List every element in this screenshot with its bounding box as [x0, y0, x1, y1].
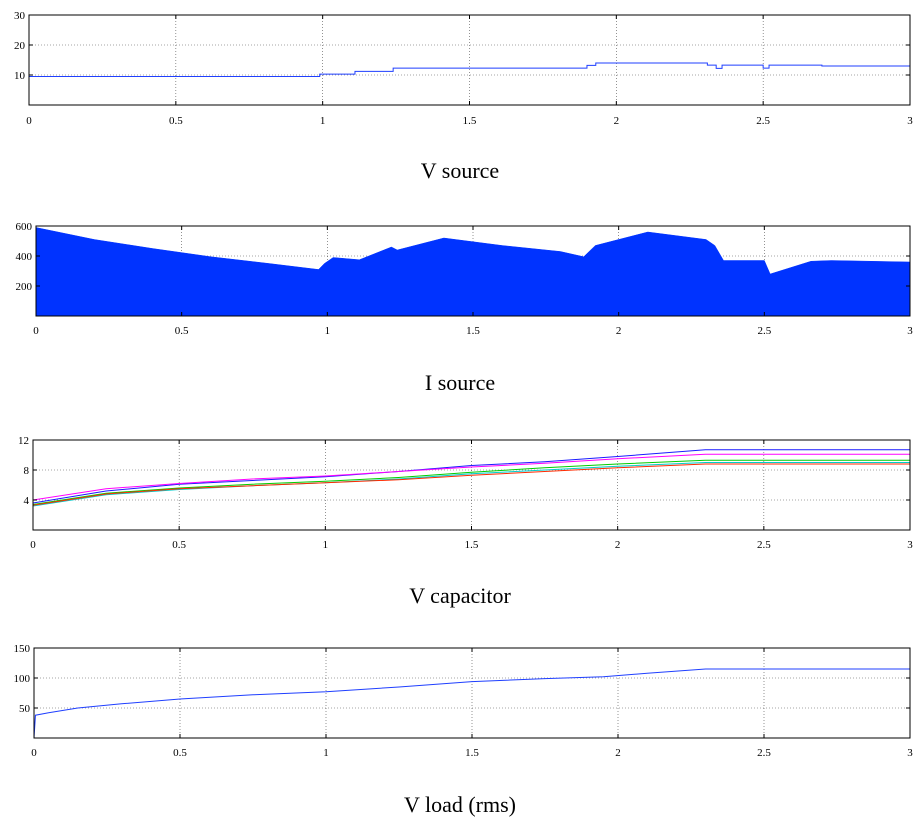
chart-caption: I source	[425, 370, 495, 395]
y-tick-label: 20	[14, 40, 26, 52]
panel-i-source: 0 0.5 1 1.5 2 2.5 3 200 400 600 I source	[16, 221, 913, 395]
x-tick-label: 1.5	[463, 115, 477, 127]
x-tick-label: 2.5	[757, 325, 771, 337]
x-tick-label: 2	[615, 747, 621, 759]
x-tick-label: 1	[320, 115, 326, 127]
y-tick-label: 30	[14, 10, 26, 22]
x-tick-label: 2.5	[757, 747, 771, 759]
series-line-0	[29, 62, 910, 77]
y-tick-label: 150	[14, 643, 31, 655]
x-tick-label: 2	[615, 539, 621, 551]
x-tick-label: 1.5	[465, 539, 479, 551]
x-tick-label: 0	[31, 747, 37, 759]
x-tick-label: 0	[33, 325, 39, 337]
chart-caption: V capacitor	[409, 583, 511, 608]
chart-caption: V source	[421, 158, 499, 183]
series-line-4	[32, 463, 910, 506]
x-tick-label: 3	[907, 747, 913, 759]
x-tick-label: 1	[325, 325, 331, 337]
series-line-1	[32, 453, 910, 501]
x-tick-label: 0.5	[169, 115, 183, 127]
x-tick-label: 1	[323, 747, 329, 759]
y-tick-label: 400	[16, 251, 33, 263]
chart-caption: V load (rms)	[404, 792, 516, 817]
x-tick-label: 0.5	[173, 747, 187, 759]
y-tick-label: 600	[16, 221, 33, 233]
series-line-0	[33, 668, 910, 739]
panel-v-load: 0 0.5 1 1.5 2 2.5 3 50 100 150 V load (rms)	[14, 643, 913, 817]
y-tick-label: 50	[19, 703, 31, 715]
y-tick-label: 8	[24, 465, 30, 477]
x-tick-label: 0	[26, 115, 32, 127]
series-line-3	[32, 462, 910, 507]
x-tick-label: 0.5	[175, 325, 189, 337]
y-tick-label: 100	[14, 673, 31, 685]
y-tick-label: 4	[24, 495, 30, 507]
series-area-0	[35, 227, 911, 317]
x-tick-label: 3	[907, 539, 913, 551]
y-tick-label: 12	[18, 435, 29, 447]
x-tick-label: 1.5	[466, 325, 480, 337]
x-tick-label: 2.5	[756, 115, 770, 127]
series-line-2	[32, 459, 910, 505]
panel-v-source: 0 0.5 1 1.5 2 2.5 3 10 20 30 V source	[14, 10, 913, 183]
x-tick-label: 1.5	[465, 747, 479, 759]
y-tick-label: 200	[16, 281, 33, 293]
x-tick-label: 2	[616, 325, 622, 337]
series-line-0	[32, 449, 910, 504]
x-tick-label: 0	[30, 539, 36, 551]
x-tick-label: 1	[323, 539, 329, 551]
x-tick-label: 3	[907, 115, 913, 127]
x-tick-label: 2	[614, 115, 620, 127]
x-tick-label: 3	[907, 325, 913, 337]
y-tick-label: 10	[14, 70, 26, 82]
x-tick-label: 0.5	[172, 539, 186, 551]
panel-v-capacitor: 0 0.5 1 1.5 2 2.5 3 4 8 12 V capacitor	[18, 435, 913, 608]
x-tick-label: 2.5	[757, 539, 771, 551]
